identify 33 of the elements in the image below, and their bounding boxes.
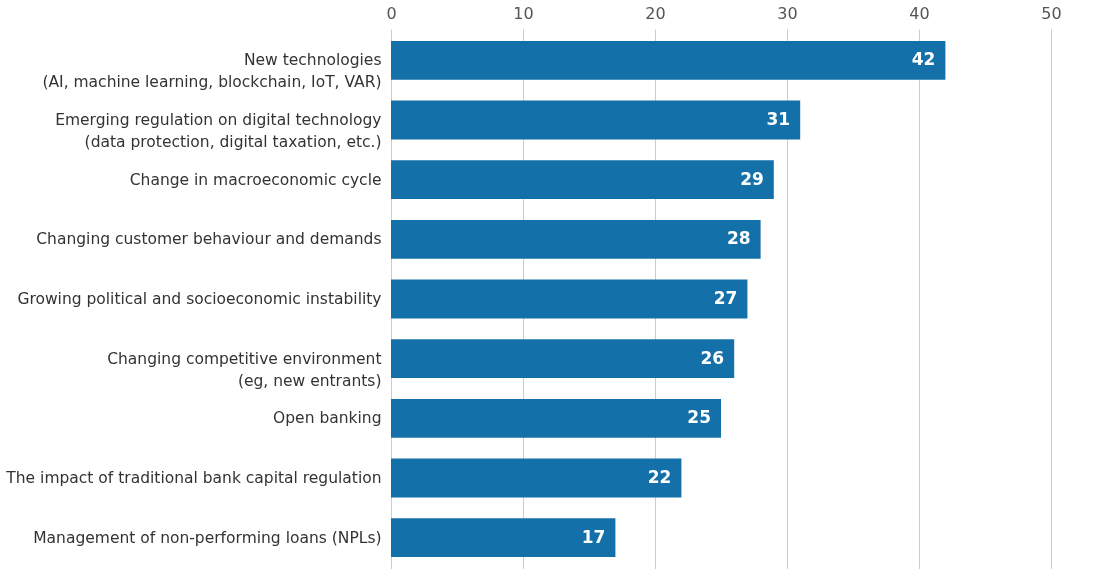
- y-tick-label: Growing political and socioeconomic instability: [17, 290, 382, 308]
- y-tick-label: Emerging regulation on digital technology (data protection, digital taxation, etc.): [55, 110, 382, 151]
- data-label: 26: [700, 347, 725, 368]
- data-label: 22: [647, 467, 672, 488]
- bar: [391, 279, 748, 319]
- y-tick-label: Changing customer behaviour and demands: [36, 230, 382, 249]
- y-tick-label: Change in macroeconomic cycle: [129, 170, 382, 189]
- y-tick-label: Management of non-performing loans (NPLs): [33, 528, 382, 547]
- x-tick-label: 50: [1041, 3, 1062, 23]
- bar: [391, 219, 761, 259]
- y-tick-label: Changing competitive environment (eg, new entrants): [107, 349, 382, 390]
- bar: [391, 100, 801, 140]
- x-tick-label: 10: [513, 3, 534, 23]
- y-tick-label: The impact of traditional bank capital regulation: [5, 469, 382, 488]
- bar: [391, 518, 616, 558]
- data-label: 29: [740, 168, 764, 189]
- y-tick-label: New technologies (AI, machine learning, blockchain, IoT, VAR): [42, 51, 382, 92]
- x-tick-label: 40: [909, 3, 930, 23]
- bar: [391, 458, 682, 498]
- x-tick-label: 30: [777, 3, 798, 23]
- bar: [391, 339, 735, 379]
- data-label: 27: [713, 288, 738, 308]
- data-label: 28: [726, 228, 751, 249]
- data-label: 42: [911, 49, 936, 70]
- bar: [391, 398, 721, 438]
- y-tick-label: Open banking: [273, 409, 382, 428]
- data-label: 17: [581, 526, 606, 547]
- data-label: 31: [766, 108, 791, 129]
- data-label: 25: [687, 407, 711, 428]
- x-tick-label: 0: [386, 3, 397, 23]
- bar: [391, 40, 946, 80]
- x-tick-label: 20: [645, 3, 666, 23]
- bar: [391, 160, 774, 200]
